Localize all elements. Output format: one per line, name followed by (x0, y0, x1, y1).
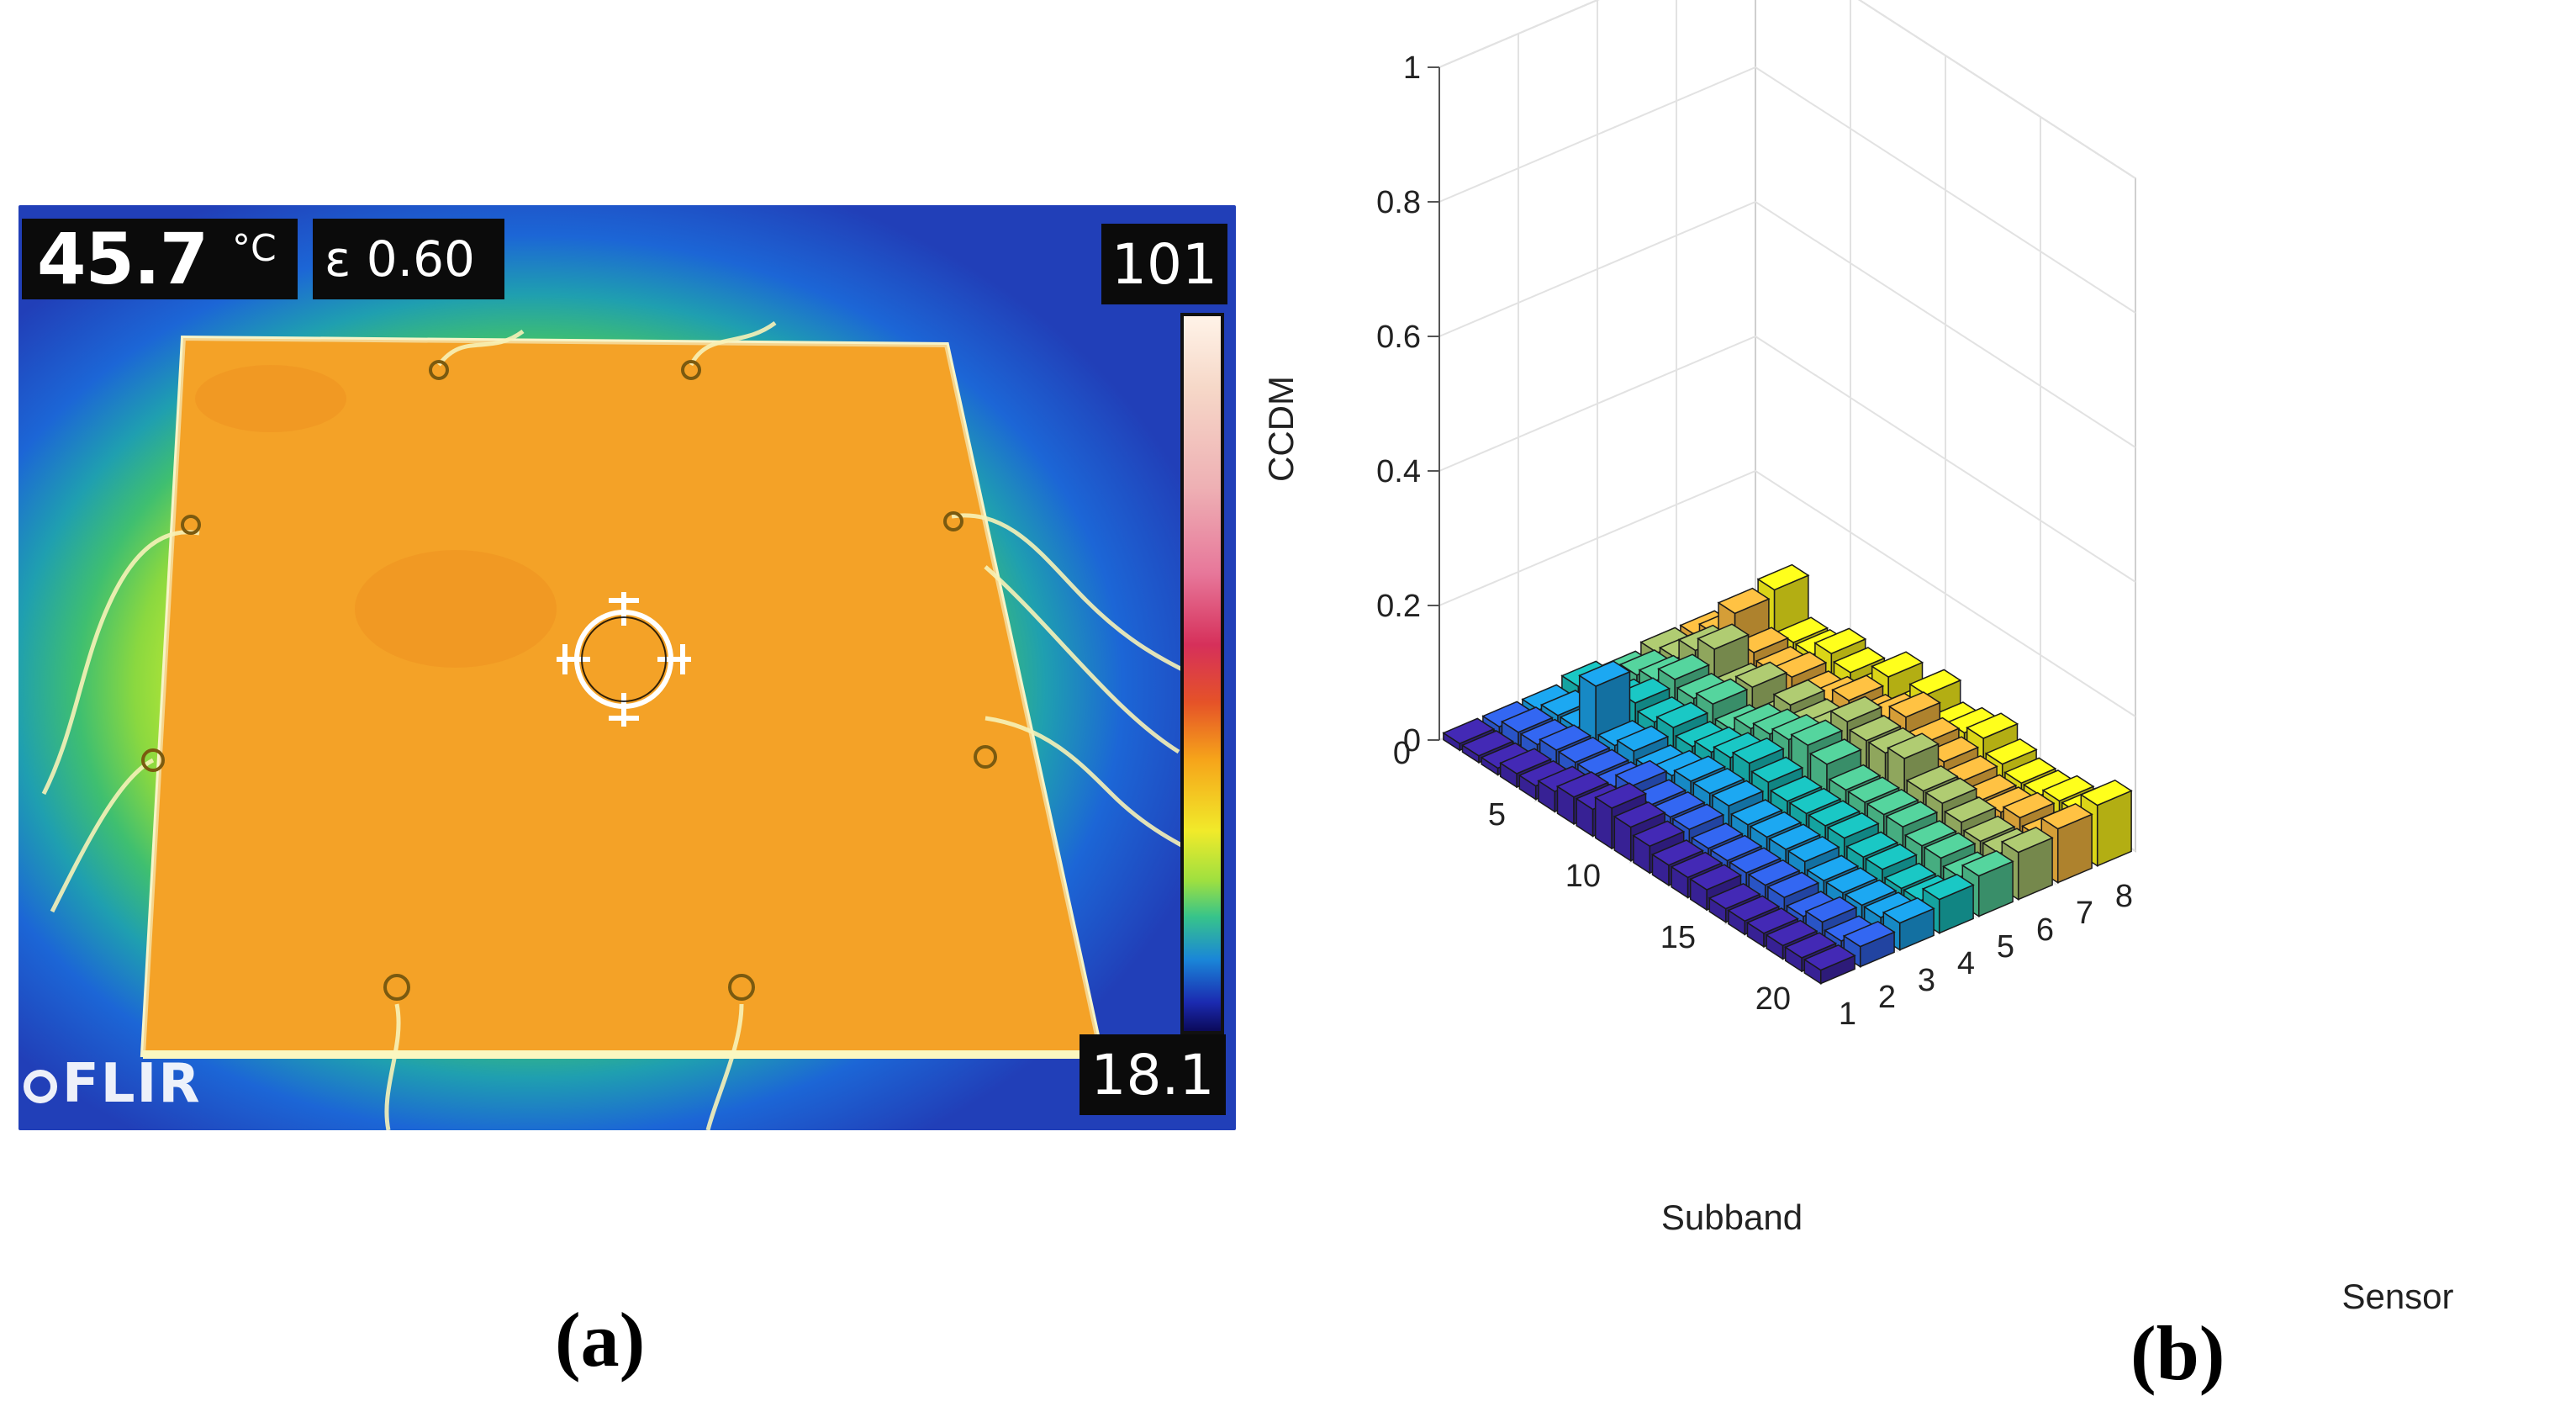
emissivity-readout: ε 0.60 (313, 219, 504, 299)
subband-tick-label: 20 (1755, 981, 1791, 1017)
sensor-tick-label: 7 (2076, 896, 2093, 931)
z-tick-label: 1 (1403, 50, 1421, 86)
temperature-value: 45.7 (37, 218, 209, 300)
sensor-tick-label: 4 (1957, 946, 1975, 981)
sensor-tick-label: 6 (2036, 912, 2054, 948)
bars (1442, 563, 2133, 985)
sensor-tick-label: 8 (2115, 879, 2133, 914)
bar (1882, 896, 1935, 951)
temperature-colorbar (1180, 313, 1224, 1034)
z-axis-title: CCDM (1261, 376, 1301, 482)
bar (1803, 944, 1856, 985)
sensor-tick-label: 5 (1997, 929, 2014, 965)
sensor-tick-label: 3 (1918, 963, 1935, 998)
subband-tick-label: 0 (1393, 736, 1411, 771)
caption-a: (a) (555, 1297, 646, 1383)
subband-tick-label: 10 (1565, 859, 1601, 894)
subband-axis: 0 5 10 15 20 (1393, 736, 1791, 1017)
sensor-tick-label: 2 (1878, 980, 1896, 1015)
flir-logo-text: FLIR (62, 1053, 202, 1115)
flir-logo-icon (24, 1070, 57, 1103)
z-tick-label: 0.6 (1376, 320, 1421, 355)
caption-b: (b) (2130, 1310, 2225, 1396)
scale-min-readout: 18.1 (1079, 1034, 1226, 1115)
z-tick-label: 0 (1403, 723, 1421, 759)
z-tick-label: 0.8 (1376, 185, 1421, 220)
thermal-image: 45.7 °C ε 0.60 101 18.1 FLIR (18, 205, 1236, 1130)
y-axis-title: Sensor (2341, 1277, 2453, 1312)
z-tick-label: 0.2 (1376, 589, 1421, 624)
x-axis-title: Subband (1661, 1198, 1803, 1237)
z-axis: 0 0.2 0.4 0.6 0.8 1 (1376, 50, 1440, 759)
flir-logo: FLIR (24, 1053, 202, 1115)
z-tick-label: 0.4 (1376, 454, 1421, 489)
spot-temperature-readout: 45.7 °C (22, 218, 298, 300)
crosshair-icon (557, 592, 691, 727)
heated-plate (41, 320, 1214, 1130)
scale-min-value: 18.1 (1090, 1042, 1215, 1108)
subband-tick-label: 5 (1488, 797, 1506, 833)
scale-max-readout: 101 (1101, 224, 1227, 304)
emissivity-value: ε 0.60 (325, 230, 475, 288)
scale-max-value: 101 (1111, 231, 1217, 297)
sensor-tick-label: 1 (1839, 997, 1856, 1032)
bar (1842, 920, 1896, 968)
subband-tick-label: 15 (1660, 920, 1696, 955)
temperature-unit: °C (232, 227, 277, 270)
